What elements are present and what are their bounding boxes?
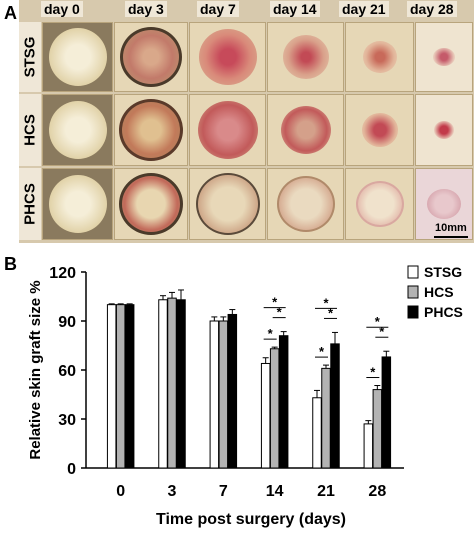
photo-stsg-day21: [345, 22, 414, 92]
photo-hcs-day21: [345, 94, 414, 166]
y-axis-label: Relative skin graft size %: [27, 280, 44, 459]
photo-phcs-day0: [42, 168, 113, 240]
photo-hcs-day3: [114, 94, 188, 166]
day-label-21: day 21: [339, 1, 389, 17]
bar-chart: 0 30 60 90 120 Relative skin graft size % 0 3 7 1…: [27, 264, 463, 528]
row-label-phcs: PHCS: [19, 168, 41, 240]
bar-stsg-3: [158, 299, 168, 469]
bar-phcs-21: [330, 343, 340, 469]
sig-star-28-2: *: [375, 314, 381, 329]
legend-swatch-hcs: [407, 285, 419, 299]
photo-hcs-day28: [415, 94, 473, 166]
bar-phcs-14: [278, 335, 289, 469]
sig-star-28-1: *: [379, 324, 385, 339]
bar-hcs-28: [372, 389, 383, 469]
sig-star-14-2: *: [272, 295, 278, 310]
photo-stsg-day0: [42, 22, 113, 92]
panel-a-photo-grid: day 0 day 3 day 7 day 14 day 21 day 28 S…: [19, 0, 474, 243]
bar-stsg-7: [209, 320, 220, 469]
row-label-hcs: HCS: [19, 94, 41, 166]
day-label-0: day 0: [41, 1, 83, 17]
y-tick-label-4: 120: [49, 265, 76, 282]
bar-stsg-28: [363, 423, 374, 469]
photo-phcs-day14: [267, 168, 344, 240]
day-label-3: day 3: [125, 1, 167, 17]
photo-hcs-day14: [267, 94, 344, 166]
scale-bar: [434, 236, 468, 238]
day-label-14: day 14: [270, 1, 320, 17]
y-tick-label-2: 60: [58, 363, 76, 380]
y-tick-label-0: 0: [67, 461, 76, 478]
photo-stsg-day3: [114, 22, 188, 92]
sig-star-21-0: *: [319, 344, 325, 359]
photo-stsg-day28: [415, 22, 473, 92]
photo-phcs-day3: [114, 168, 188, 240]
sig-star-21-1: *: [328, 305, 334, 320]
photo-hcs-day7: [189, 94, 266, 166]
sig-star-21-2: *: [323, 295, 329, 310]
x-axis-label: Time post surgery (days): [156, 511, 346, 528]
sig-star-14-1: *: [277, 305, 283, 320]
sig-star-14-0: *: [268, 326, 274, 341]
bar-phcs-3: [176, 299, 186, 469]
bar-hcs-14: [269, 348, 280, 469]
row-label-stsg: STSG: [19, 22, 41, 92]
panel-b-letter: B: [4, 254, 17, 274]
bar-phcs-28: [381, 356, 392, 469]
legend-swatch-stsg: [407, 265, 419, 279]
photo-stsg-day7: [189, 22, 266, 92]
legend-swatch-phcs: [407, 305, 419, 319]
panel-a-letter: A: [4, 3, 17, 23]
bar-stsg-0: [106, 304, 117, 469]
photo-phcs-day28: [415, 168, 473, 240]
x-tick-label-28: 28: [368, 483, 386, 500]
x-tick-label-0: 0: [116, 483, 125, 500]
bar-phcs-0: [124, 304, 135, 469]
day-label-28: day 28: [407, 1, 457, 17]
x-tick-label-21: 21: [317, 483, 335, 500]
x-tick-label-7: 7: [219, 483, 228, 500]
legend-label-hcs: HCS: [424, 284, 454, 300]
legend-label-phcs: PHCS: [424, 304, 463, 320]
y-tick-label-3: 90: [58, 314, 76, 331]
bar-phcs-7: [227, 313, 238, 469]
day-label-7: day 7: [197, 1, 239, 17]
bar-hcs-21: [321, 367, 331, 469]
photo-phcs-day21: [345, 168, 414, 240]
photo-hcs-day0: [42, 94, 113, 166]
x-tick-label-3: 3: [168, 483, 177, 500]
bar-stsg-14: [260, 362, 271, 469]
scale-bar-label: 10mm: [435, 222, 467, 234]
bar-hcs-3: [167, 297, 177, 469]
x-tick-label-14: 14: [266, 483, 284, 500]
legend-label-stsg: STSG: [424, 264, 462, 280]
bar-stsg-21: [312, 397, 322, 469]
bar-hcs-7: [218, 320, 229, 469]
y-tick-label-1: 30: [58, 412, 76, 429]
photo-phcs-day7: [189, 168, 266, 240]
bar-hcs-0: [115, 304, 126, 469]
sig-star-28-0: *: [370, 365, 376, 380]
photo-stsg-day14: [267, 22, 344, 92]
